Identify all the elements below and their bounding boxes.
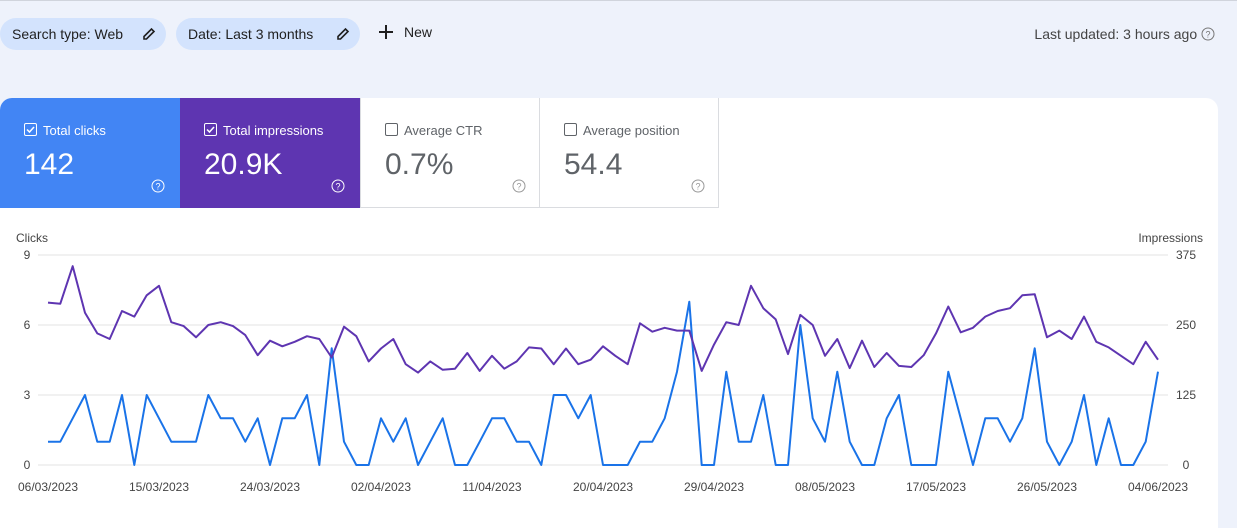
checkbox[interactable] [564,123,577,136]
y2-tick-label: 375 [1176,248,1196,262]
metric-label: Average position [583,123,680,138]
y-tick-label: 0 [24,458,31,472]
last-updated: Last updated: 3 hours ago ? [1034,26,1215,42]
new-label: New [404,24,433,40]
y-axis-label: Clicks [16,231,48,245]
x-tick-label: 26/05/2023 [1017,480,1077,494]
last-updated-text: Last updated: 3 hours ago [1034,26,1198,42]
metric-label: Total impressions [223,123,324,138]
x-tick-label: 15/03/2023 [129,480,189,494]
x-tick-label: 11/04/2023 [462,480,521,494]
y2-tick-label: 250 [1176,318,1196,332]
chart: Clicks Impressions 0 3 6 9 0 125 250 375 06/03/2… [16,231,1203,494]
filter-chip[interactable]: Search type: Web [0,18,166,50]
edit-icon [143,27,156,40]
x-tick-label: 29/04/2023 [684,480,744,494]
y2-tick-label: 0 [1183,458,1190,472]
svg-text:?: ? [155,182,160,192]
y-tick-label: 3 [24,388,31,402]
series-line [47,265,1159,374]
svg-text:?: ? [1205,30,1210,40]
metric-value: 54.4 [564,148,623,181]
help-icon[interactable]: ? [1201,27,1215,41]
plus-icon [379,25,393,39]
metric-card[interactable]: Total clicks 142? [0,98,180,208]
x-tick-label: 17/05/2023 [906,480,966,494]
y2-tick-label: 125 [1176,388,1196,402]
filter-label: Date: Last 3 months [188,26,314,42]
svg-text:?: ? [516,182,521,192]
x-tick-label: 08/05/2023 [795,480,855,494]
performance-panel: Total clicks 142? Total impressions 20.9K?… [0,98,1218,528]
new-button[interactable]: New [378,24,432,40]
y-tick-label: 6 [24,318,31,332]
svg-text:?: ? [695,182,700,192]
x-tick-label: 04/06/2023 [1128,480,1188,494]
checkbox[interactable] [24,123,37,136]
metric-label: Average CTR [404,123,483,138]
edit-icon [337,27,350,40]
series-line [48,300,1159,466]
x-tick-label: 06/03/2023 [18,480,78,494]
help-icon[interactable]: ? [512,179,526,193]
metric-label: Total clicks [43,123,106,138]
checkbox[interactable] [385,123,398,136]
checkbox[interactable] [204,123,217,136]
y-tick-label: 9 [24,248,31,262]
metric-value: 20.9K [204,148,283,181]
svg-text:?: ? [335,182,340,192]
metric-value: 0.7% [385,148,454,181]
filter-label: Search type: Web [12,26,124,42]
filter-chip[interactable]: Date: Last 3 months [176,18,360,50]
help-icon[interactable]: ? [691,179,705,193]
metric-card[interactable]: Average position 54.4? [539,98,719,208]
top-border [0,0,1237,1]
y2-axis-label: Impressions [1138,231,1203,245]
x-tick-label: 02/04/2023 [351,480,411,494]
help-icon[interactable]: ? [151,179,165,193]
metric-card[interactable]: Total impressions 20.9K? [180,98,360,208]
x-tick-label: 24/03/2023 [240,480,300,494]
help-icon[interactable]: ? [331,179,345,193]
x-tick-label: 20/04/2023 [573,480,633,494]
metric-value: 142 [24,148,75,181]
